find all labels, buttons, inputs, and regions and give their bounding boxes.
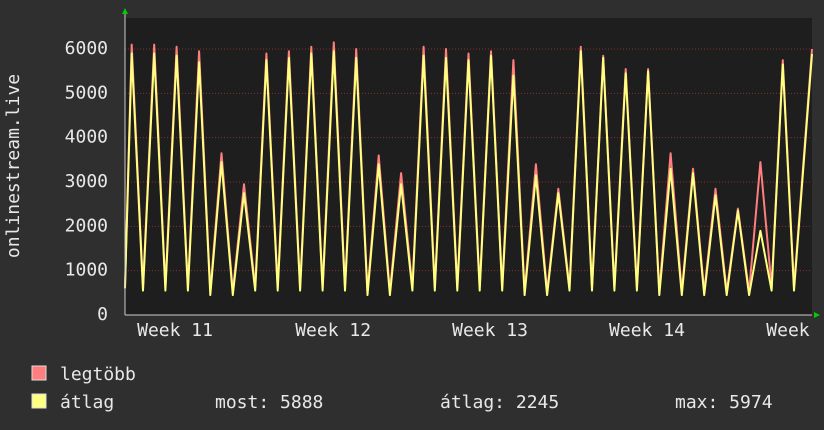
legend-swatch	[31, 393, 47, 409]
x-tick-label: Week 13	[452, 320, 528, 341]
series-line	[124, 50, 813, 297]
y-tick-label: 0	[97, 304, 108, 325]
legend-swatch	[31, 365, 47, 381]
stat-now: most: 5888	[215, 392, 323, 413]
stat-average: átlag: 2245	[440, 392, 559, 413]
y-tick-label: 5000	[65, 82, 108, 103]
axis-arrow	[814, 312, 820, 318]
x-tick-label: Week 14	[609, 320, 685, 341]
y-tick-label: 4000	[65, 127, 108, 148]
stat-max: max: 5974	[675, 392, 773, 413]
legend-label: átlag	[60, 392, 114, 413]
y-axis-label: onlinestream.live	[3, 74, 24, 258]
y-tick-label: 2000	[65, 215, 108, 236]
y-tick-label: 3000	[65, 171, 108, 192]
x-tick-label: Week 12	[295, 320, 371, 341]
y-tick-label: 1000	[65, 260, 108, 281]
legend-label: legtöbb	[60, 364, 136, 385]
x-tick-label: Week 11	[137, 320, 213, 341]
y-tick-label: 6000	[65, 38, 108, 59]
x-tick-label: Week	[766, 320, 810, 341]
axis-arrow	[122, 8, 128, 14]
